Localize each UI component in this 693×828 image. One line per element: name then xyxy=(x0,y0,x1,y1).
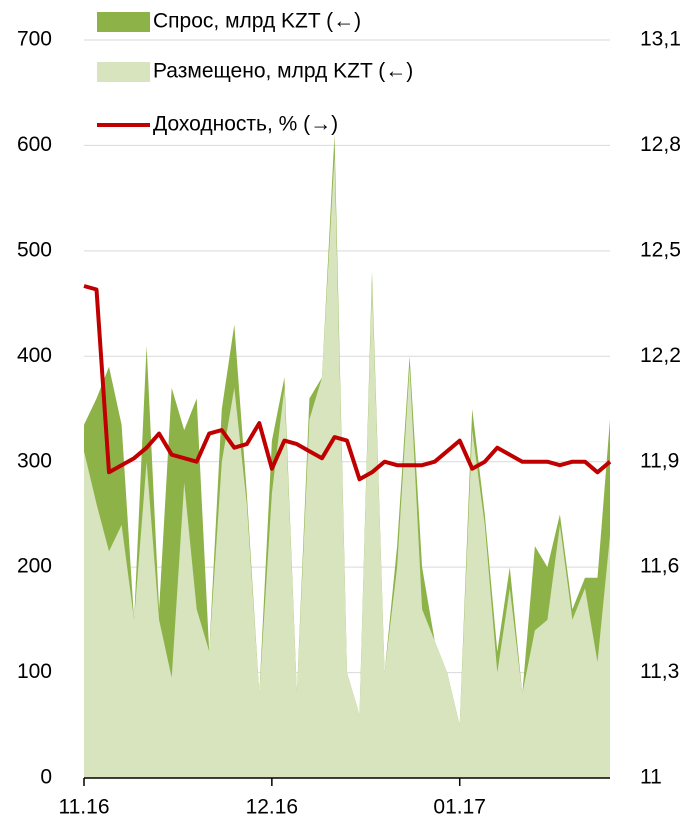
x-tick-label: 12.16 xyxy=(246,796,299,819)
y2-tick-label: 11,6 xyxy=(640,555,679,578)
y-tick-label: 500 xyxy=(17,238,52,261)
legend-swatch xyxy=(97,12,150,32)
legend-label: Размещено, млрд KZT (←) xyxy=(153,60,413,83)
y-tick-label: 300 xyxy=(17,449,52,472)
y2-tick-label: 12,2 xyxy=(640,344,681,367)
y-tick-label: 400 xyxy=(17,344,52,367)
y-tick-label: 700 xyxy=(17,28,52,51)
y2-tick-label: 12,5 xyxy=(640,238,681,261)
line xyxy=(83,284,612,482)
x-tick-label: 11.16 xyxy=(59,796,110,819)
legend-label: Доходность, % (→) xyxy=(153,113,338,136)
y2-tick-label: 11,9 xyxy=(640,449,679,472)
x-tick-label: 01.17 xyxy=(433,796,486,819)
y-tick-label: 600 xyxy=(17,133,52,156)
legend-label: Спрос, млрд KZT (←) xyxy=(153,10,361,33)
y2-tick-label: 11 xyxy=(640,766,662,789)
y-tick-label: 200 xyxy=(17,555,52,578)
y2-tick-label: 12,8 xyxy=(640,133,681,156)
y2-tick-label: 13,1 xyxy=(640,28,681,51)
y-tick-label: 100 xyxy=(17,660,52,683)
y-tick-label: 0 xyxy=(40,766,52,789)
legend-swatch xyxy=(97,62,150,82)
y2-tick-label: 11,3 xyxy=(640,660,679,683)
area xyxy=(84,156,610,778)
